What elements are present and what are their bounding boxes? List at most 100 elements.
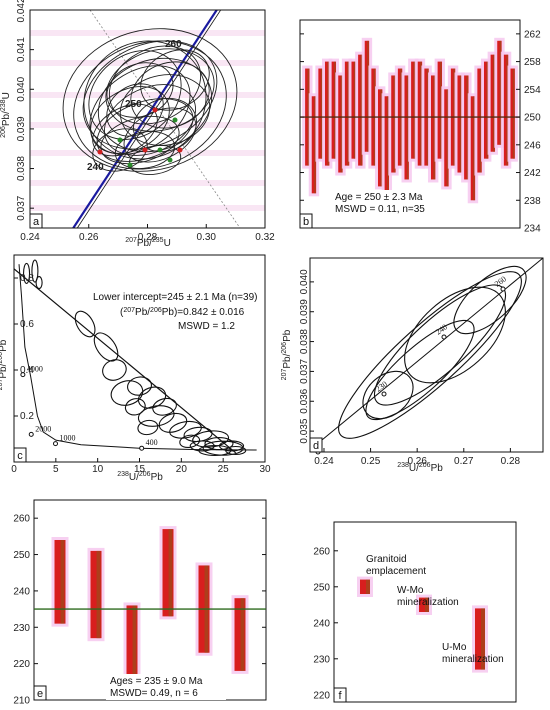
range-label-line-2: mineralization: [442, 654, 504, 665]
data-ellipse: [225, 445, 247, 456]
annotation-line-1: Age = 250 ± 2.3 Ma: [335, 192, 423, 203]
error-bar: [331, 61, 337, 159]
error-envelope: [89, 10, 241, 228]
data-ellipse: [103, 84, 197, 156]
data-ellipse: [133, 97, 197, 153]
error-bar: [430, 75, 436, 180]
error-bar: [404, 75, 409, 180]
y-tick-label: 258: [524, 57, 541, 68]
data-ellipse: [74, 310, 96, 338]
error-bar: [470, 96, 476, 201]
data-ellipse: [338, 271, 522, 439]
data-ellipse: [127, 376, 152, 396]
y-tick-label: 0.041: [16, 37, 27, 62]
y-tick-label: 0.039: [299, 299, 310, 324]
panel-letter-box: [299, 213, 313, 229]
streak: [30, 92, 265, 98]
concordia-age-label: 240: [87, 162, 104, 173]
y-tick-label: 0.036: [299, 388, 310, 413]
error-bar: [437, 61, 443, 159]
x-tick-label: 0.26: [79, 232, 99, 243]
error-bar-shade: [479, 68, 482, 173]
error-bar: [351, 61, 356, 159]
x-axis-label: 238U/206Pb: [117, 471, 163, 483]
y-tick-label: 262: [524, 29, 541, 40]
data-ellipse: [365, 319, 475, 421]
panel-e: 210 220 230 240 250 260 Ages = 235 ± 9.0 MaMSW…: [13, 499, 267, 707]
error-bar-shade: [96, 550, 101, 639]
x-tick-label: 0.28: [138, 232, 158, 243]
error-bar-shade: [340, 75, 343, 173]
green-point: [172, 117, 178, 123]
y-tick-label: 238: [524, 196, 541, 207]
error-bar-shade: [168, 529, 173, 617]
data-ellipse: [453, 265, 527, 335]
x-tick-label: 20: [176, 464, 188, 475]
y-axis-label: 207Pb/206Pb: [0, 339, 9, 390]
error-bar-shade: [393, 75, 396, 173]
x-tick-label: 0.28: [501, 456, 521, 467]
error-bar-shade: [413, 61, 416, 159]
concordia-line: [71, 10, 219, 228]
data-ellipse: [204, 437, 234, 451]
green-point: [157, 147, 163, 153]
y-tick-label: 240: [13, 586, 30, 597]
annotation-line-2: (207Pb/206Pb)=0.842 ± 0.016: [120, 307, 245, 318]
annotation-bg: [331, 190, 451, 216]
y-tick-label: 254: [524, 85, 541, 96]
error-bar-shade: [327, 61, 329, 166]
x-axis-label: 238U/206Pb: [397, 462, 443, 474]
error-bar: [477, 68, 482, 173]
error-bar-shade: [420, 61, 422, 166]
panel-letter: a: [33, 216, 40, 228]
data-ellipse: [82, 40, 218, 150]
error-bar-shade: [314, 96, 316, 194]
panel-letter-box: [309, 437, 323, 453]
panel-letter: e: [37, 688, 43, 700]
error-bar: [344, 61, 350, 166]
y-tick-label: 220: [13, 659, 30, 670]
error-bar-shade: [506, 54, 508, 166]
error-bar-shade: [353, 61, 356, 159]
data-ellipse: [73, 40, 227, 170]
data-ellipse: [119, 74, 211, 146]
x-tick-label: 5: [53, 464, 59, 475]
y-tick-label: 250: [313, 582, 330, 593]
error-bar-shade: [459, 75, 462, 173]
data-ellipse: [90, 86, 170, 154]
data-ellipse: [62, 28, 238, 172]
y-tick-label: 220: [313, 690, 330, 701]
error-bar: [483, 61, 489, 159]
error-bar: [510, 68, 515, 159]
x-tick-label: 0.26: [407, 456, 427, 467]
error-bar-shade: [380, 89, 382, 187]
annotation-line-1: Lower intercept=245 ± 2.1 Ma (n=39): [93, 292, 257, 303]
data-ellipse: [89, 65, 191, 155]
data-ellipse: [105, 48, 215, 132]
x-tick-label: 0.25: [361, 456, 381, 467]
error-bar: [311, 96, 317, 194]
concordia-age-label: 1000: [60, 434, 76, 443]
panel-letter-box: [13, 447, 27, 463]
red-point: [97, 149, 103, 155]
error-bar: [318, 68, 323, 159]
streak: [30, 122, 265, 128]
x-axis-label: 207Pb/235U: [125, 237, 171, 249]
panel-letter: b: [303, 216, 309, 228]
streak: [30, 30, 265, 36]
y-tick-label: 260: [313, 546, 330, 557]
concordia-age-label: 250: [125, 99, 142, 110]
error-bar: [324, 61, 330, 166]
panel-f: 220230240250260GranitoidemplacementW-Mom…: [313, 521, 517, 703]
y-tick-label: 0.6: [20, 319, 34, 330]
error-bar-shade: [360, 54, 363, 166]
error-bar: [162, 529, 174, 617]
y-tick-label: 240: [313, 618, 330, 629]
x-tick-label: 0.24: [314, 456, 334, 467]
annotation-bg: [106, 674, 226, 700]
error-bar: [411, 61, 416, 159]
error-bar: [377, 89, 383, 187]
range-label-line-1: U-Mo: [442, 642, 467, 653]
concordia-line-2: [76, 10, 222, 228]
